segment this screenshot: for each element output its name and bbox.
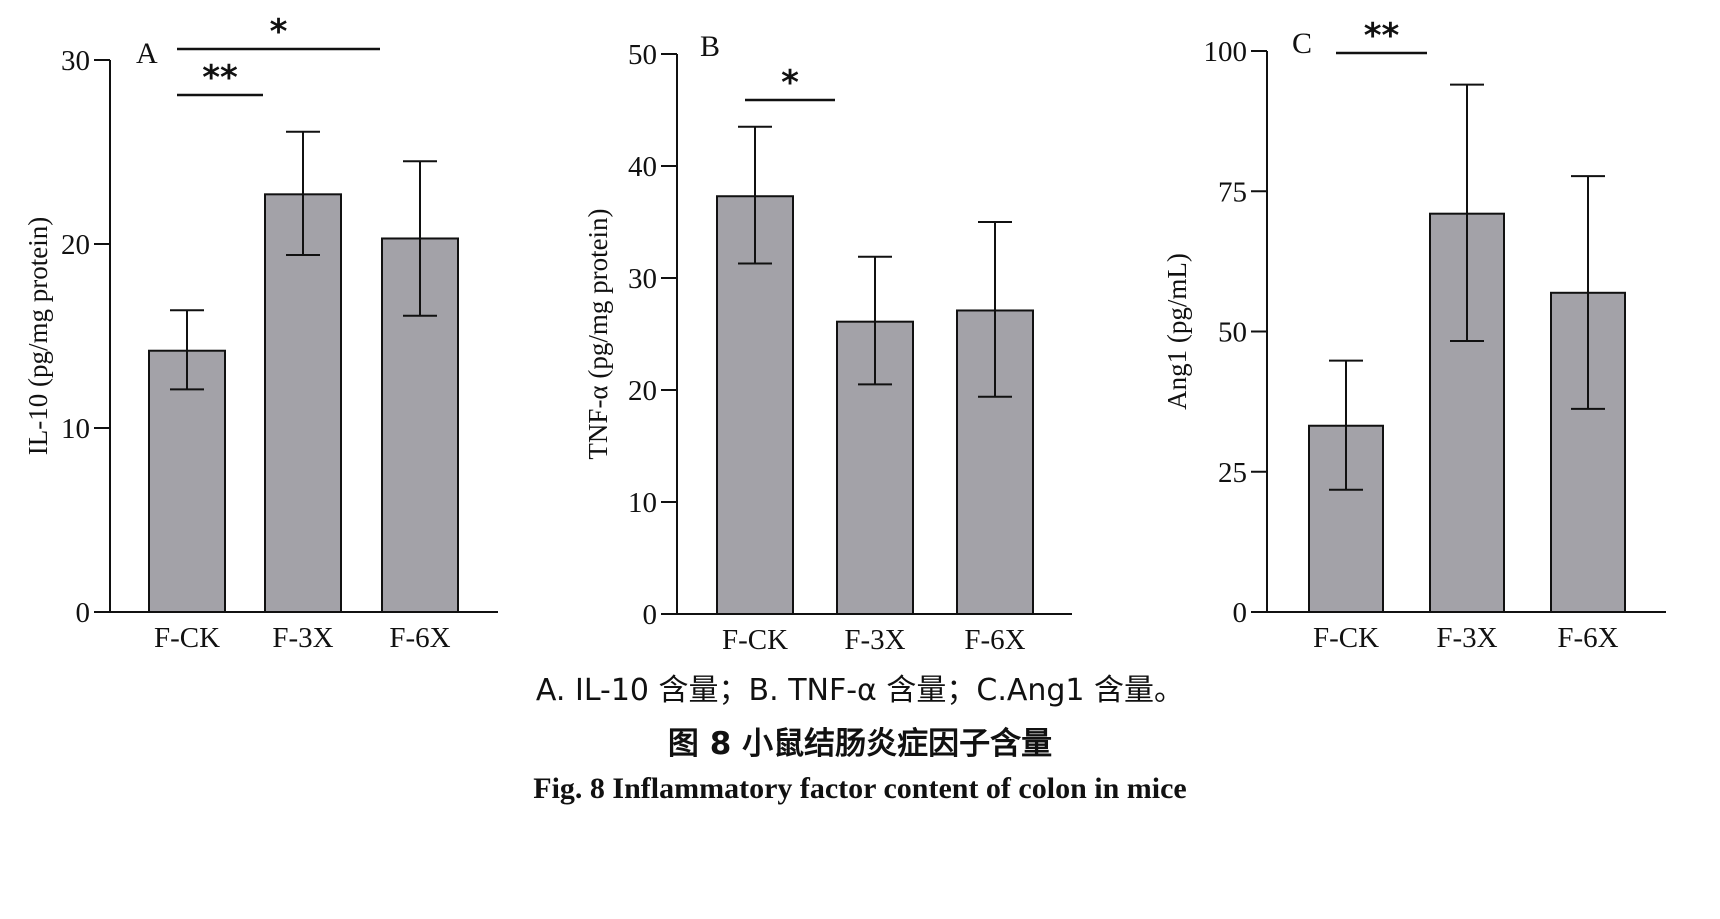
category-label: F-6X	[1557, 622, 1618, 654]
category-label: F-3X	[1436, 622, 1497, 654]
figure-title-chinese: 图 8 小鼠结肠炎症因子含量	[667, 726, 1053, 762]
y-tick-label: 50	[628, 39, 657, 71]
category-label: F-6X	[389, 622, 450, 654]
y-tick-label: 0	[76, 597, 91, 629]
y-axis-title: TNF-α (pg/mg protein)	[583, 208, 613, 459]
y-tick-label: 75	[1218, 176, 1247, 208]
y-tick-label: 100	[1204, 36, 1248, 68]
y-tick-label: 50	[1218, 317, 1247, 349]
bar	[264, 193, 342, 613]
y-axis-title: IL-10 (pg/mg protein)	[23, 217, 53, 455]
y-tick-label: 10	[628, 487, 657, 519]
bar	[148, 349, 226, 613]
category-label: F-CK	[154, 622, 220, 654]
category-label: F-CK	[1313, 622, 1379, 654]
category-label: F-3X	[272, 622, 333, 654]
y-tick-label: 10	[61, 413, 90, 445]
y-tick-label: 20	[61, 229, 90, 261]
y-tick-label: 30	[628, 263, 657, 295]
y-tick-label: 40	[628, 151, 657, 183]
y-axis-title: Ang1 (pg/mL)	[1162, 253, 1192, 410]
bar	[716, 195, 794, 616]
y-tick-label: 30	[61, 45, 90, 77]
figure-title-english: Fig. 8 Inflammatory factor content of co…	[533, 772, 1187, 805]
y-tick-label: 20	[628, 375, 657, 407]
category-label: F-6X	[964, 624, 1025, 656]
y-tick-label: 0	[1233, 597, 1248, 629]
panel-label: A	[136, 37, 158, 70]
panel-label: B	[700, 30, 720, 63]
category-label: F-CK	[722, 624, 788, 656]
y-tick-label: 0	[643, 599, 658, 631]
significance-marker: **	[1364, 16, 1400, 56]
significance-marker: **	[202, 58, 238, 98]
figure-subcaption: A. IL-10 含量；B. TNF-α 含量；C.Ang1 含量。	[535, 673, 1185, 708]
panel-label: C	[1292, 27, 1312, 60]
figure-panels: 0 10 20 30 IL-10 (pg/mg protein) A F-CK F-3X F-6…	[23, 12, 1666, 656]
significance-marker: *	[270, 12, 288, 52]
category-label: F-3X	[844, 624, 905, 656]
significance-marker: *	[781, 63, 799, 103]
y-tick-label: 25	[1218, 457, 1247, 489]
